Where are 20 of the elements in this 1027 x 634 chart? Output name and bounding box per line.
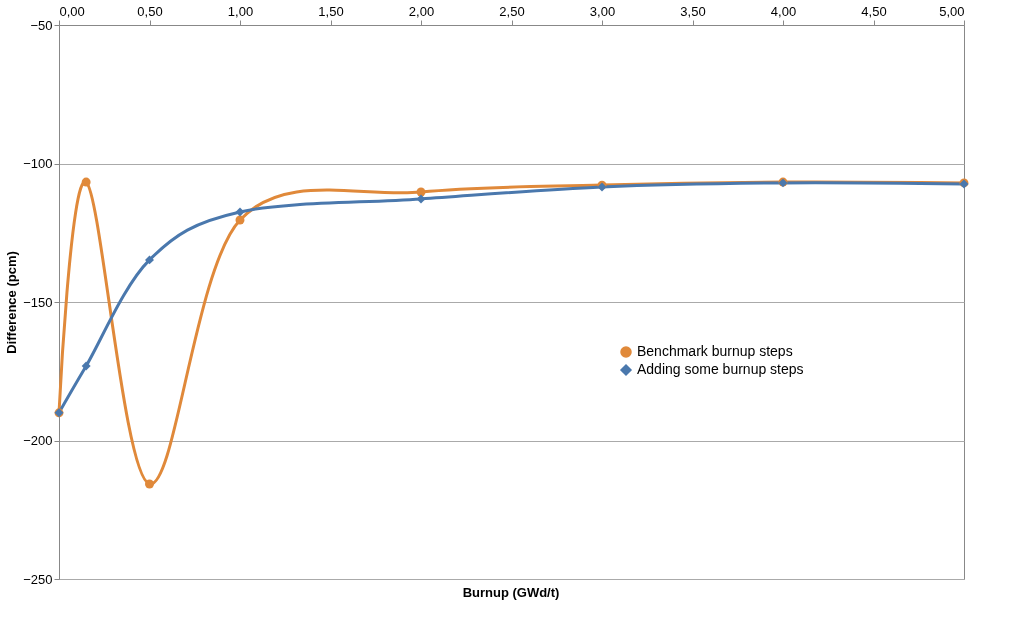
x-tick-label: 5,00	[939, 3, 965, 19]
y-tick-label: −50	[30, 17, 53, 33]
y-tick-label: −150	[23, 294, 53, 310]
x-tick-label: 1,00	[227, 3, 254, 19]
y-axis-title: Difference (pcm)	[4, 251, 20, 354]
x-tick-label: 4,50	[861, 3, 887, 19]
legend-label: Benchmark burnup steps	[637, 343, 793, 359]
legend-label: Adding some burnup steps	[637, 361, 804, 377]
x-tick-label: 2,50	[499, 3, 525, 19]
y-tick-label: −250	[23, 571, 53, 587]
y-tick-label: −200	[23, 433, 53, 448]
x-tick-label: 3,00	[589, 3, 616, 19]
y-tick-label: −100	[23, 156, 53, 171]
x-tick-label: 0,00	[59, 3, 85, 19]
x-axis-title: Burnup (GWd/t)	[462, 585, 560, 600]
x-tick-label: 0,50	[137, 3, 163, 19]
x-tick-label: 2,00	[408, 3, 435, 19]
x-tick-label: 1,50	[318, 3, 344, 19]
x-tick-label: 4,00	[770, 3, 797, 19]
x-tick-label: 3,50	[680, 3, 706, 19]
